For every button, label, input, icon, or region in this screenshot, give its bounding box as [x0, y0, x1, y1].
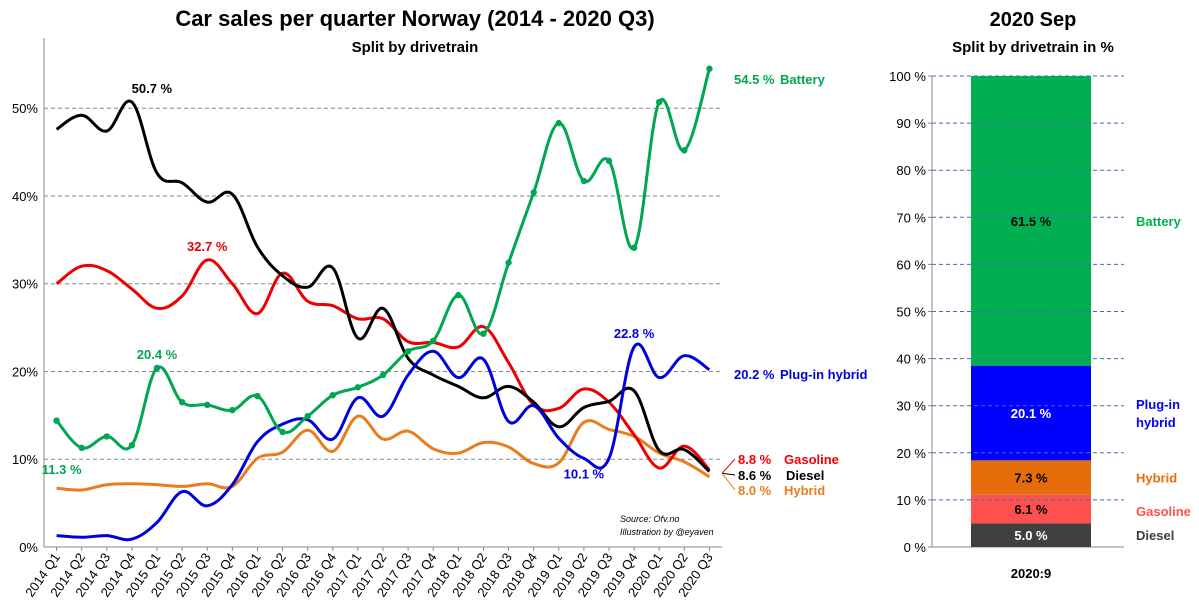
line-chart-subtitle: Split by drivetrain: [352, 39, 479, 56]
y-tick-label: 40%: [12, 189, 38, 204]
bar-segment-plug-in: [971, 365, 1091, 461]
battery-point: [555, 119, 562, 127]
legend-label: Battery: [780, 72, 826, 87]
bar-segment-label: 20.1 %: [1011, 406, 1052, 421]
battery-point: [480, 330, 487, 337]
end-leader-line: [721, 472, 736, 476]
bar-segment-diesel: [971, 523, 1091, 547]
battery-point: [304, 413, 311, 420]
legend-label: Hybrid: [784, 483, 825, 498]
battery-point: [404, 348, 412, 355]
battery-point: [354, 384, 362, 391]
bar-segment-battery: [971, 76, 1091, 366]
battery-point: [53, 417, 60, 424]
battery-point: [178, 398, 186, 406]
battery-point: [229, 406, 236, 414]
bar-legend-label: Hybrid: [1136, 471, 1177, 486]
source-note: Source: Ofv.no: [620, 514, 679, 524]
data-label: 50.7 %: [132, 81, 173, 96]
bar-segment-label: 5.0 %: [1014, 528, 1048, 543]
battery-point: [706, 65, 713, 72]
bar-y-tick-label: 30 %: [896, 399, 926, 414]
battery-point: [103, 433, 110, 440]
legend-label: Diesel: [786, 468, 824, 483]
series-line-diesel: [55, 99, 711, 473]
bar-legend-label: Battery: [1136, 214, 1182, 229]
bar-y-tick-label: 90 %: [896, 116, 926, 131]
end-value-label: 54.5 %: [734, 72, 775, 87]
data-label: 22.8 %: [614, 326, 655, 341]
bar-chart-subtitle: Split by drivetrain in %: [952, 39, 1114, 56]
battery-point: [329, 391, 336, 399]
legend-label: Plug-in hybrid: [780, 367, 867, 382]
battery-point: [530, 189, 537, 196]
series-line-plug-in-hybrid: [56, 342, 711, 542]
battery-point: [430, 337, 437, 344]
battery-point: [505, 259, 512, 266]
bar-y-tick-label: 40 %: [896, 352, 926, 367]
battery-point: [204, 401, 211, 409]
battery-point: [128, 442, 136, 449]
bar-y-tick-label: 50 %: [896, 305, 926, 320]
data-label: 10.1 %: [564, 466, 605, 481]
credit-note: Illustration by @eyaven: [620, 527, 714, 537]
data-label: 32.7 %: [187, 239, 228, 254]
end-value-label: 8.0 %: [738, 483, 772, 498]
bar-y-tick-label: 70 %: [896, 210, 926, 225]
bar-y-tick-label: 100 %: [889, 69, 926, 84]
bar-y-tick-label: 10 %: [896, 493, 926, 508]
battery-point: [254, 392, 261, 400]
bar-y-tick-label: 80 %: [896, 163, 926, 178]
bar-chart-title: 2020 Sep: [990, 9, 1077, 31]
battery-point: [153, 364, 161, 372]
battery-point: [455, 291, 462, 299]
bar-y-tick-label: 20 %: [896, 446, 926, 461]
y-tick-label: 10%: [12, 452, 38, 467]
end-value-label: 8.8 %: [738, 452, 772, 467]
bar-segment-label: 6.1 %: [1014, 502, 1048, 517]
battery-point: [379, 371, 387, 379]
bar-segment-label: 7.3 %: [1014, 471, 1048, 486]
y-tick-label: 20%: [12, 364, 38, 379]
series-line-battery: [55, 68, 711, 451]
bar-x-category-label: 2020:9: [1011, 566, 1051, 581]
data-label: 11.3 %: [42, 462, 82, 477]
bar-legend-label: hybrid: [1136, 415, 1176, 430]
y-tick-label: 50%: [12, 101, 38, 116]
bar-segment-hybrid: [971, 460, 1091, 495]
bar-y-tick-label: 0 %: [904, 540, 927, 555]
battery-point: [656, 98, 663, 106]
bar-segment-label: 61.5 %: [1011, 214, 1052, 229]
end-leader-line: [721, 472, 736, 491]
bar-y-tick-label: 60 %: [896, 257, 926, 272]
bar-legend-label: Plug-in: [1136, 397, 1180, 412]
end-value-label: 20.2 %: [734, 367, 775, 382]
end-leader-line: [721, 458, 736, 474]
bar-legend-label: Diesel: [1136, 528, 1174, 543]
series-line-gasoline: [55, 258, 711, 471]
battery-point: [681, 147, 688, 154]
battery-point: [630, 244, 638, 251]
data-label: 20.4 %: [137, 347, 178, 362]
line-chart-title: Car sales per quarter Norway (2014 - 202…: [175, 6, 654, 31]
legend-label: Gasoline: [784, 452, 839, 467]
y-tick-label: 0%: [19, 540, 38, 555]
battery-point: [78, 444, 85, 452]
battery-point: [605, 157, 613, 165]
end-value-label: 8.6 %: [738, 468, 772, 483]
series-line-hybrid: [56, 414, 711, 492]
battery-point: [279, 428, 286, 436]
y-tick-label: 30%: [12, 277, 38, 292]
battery-point: [580, 177, 588, 185]
bar-legend-label: Gasoline: [1136, 504, 1191, 519]
